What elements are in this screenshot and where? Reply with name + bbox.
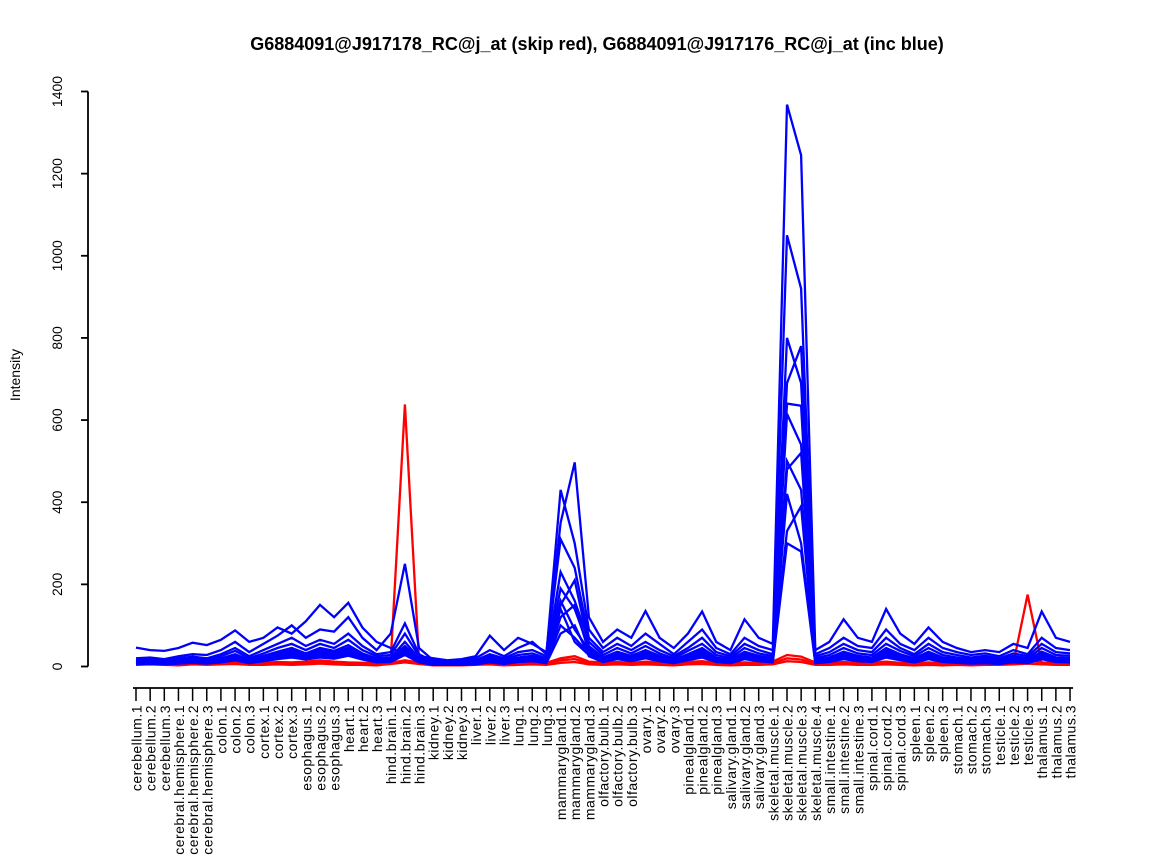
x-axis-tick-label: heart.3 xyxy=(369,705,385,752)
x-axis-tick-label: cerebral.hemisphere.2 xyxy=(185,705,201,855)
series-line-skip.red.3 xyxy=(135,660,1070,667)
series-line-inc.blue.7 xyxy=(135,450,1071,666)
x-axis-tick-label: thalamus.3 xyxy=(1063,705,1079,778)
series-line-inc.blue.3 xyxy=(135,337,1071,664)
x-axis-tick-label: thalamus.2 xyxy=(1048,705,1064,778)
y-axis-tick-label: 800 xyxy=(49,326,65,350)
series-line-skip.red.1 xyxy=(135,404,1071,665)
x-axis-tick-label: mammarygland.1 xyxy=(553,705,569,820)
x-axis-tick-label: salivary.gland.1 xyxy=(723,705,739,809)
series-lines xyxy=(135,104,1071,667)
x-axis-tick-label: liver.2 xyxy=(482,705,498,745)
x-axis-tick-label: olfactory.bulb.1 xyxy=(596,705,612,807)
x-axis-tick-label: stomach.2 xyxy=(963,705,979,774)
x-axis-tick-label: testicle.2 xyxy=(1006,705,1022,765)
x-axis-tick-label: ovary.1 xyxy=(638,705,654,753)
x-axis-tick-label: hind.brain.1 xyxy=(383,705,399,784)
x-axis-tick-label: liver.3 xyxy=(496,705,512,745)
x-axis-tick-label: kidney.2 xyxy=(440,705,456,760)
x-axis-tick-label: spinal.cord.3 xyxy=(893,705,909,791)
x-axis-tick-label: spinal.cord.2 xyxy=(879,705,895,791)
x-axis-tick-label: cerebellum.2 xyxy=(143,705,159,791)
x-axis-tick-label: ovary.3 xyxy=(666,705,682,753)
chart-title: G6884091@J917178_RC@j_at (skip red), G68… xyxy=(250,34,944,54)
x-axis-tick-label: cerebellum.3 xyxy=(157,705,173,791)
y-axis-tick-label: 1200 xyxy=(49,158,65,189)
series-line-inc.blue.1 xyxy=(135,104,1071,662)
x-axis-tick-label: colon.2 xyxy=(228,705,244,754)
x-axis-tick-label: skeletal.muscle.2 xyxy=(779,705,795,821)
y-axis-label: Intensity xyxy=(7,349,23,401)
y-axis-tick-label: 1400 xyxy=(49,76,65,107)
x-axis-tick-label: lung.1 xyxy=(511,705,527,746)
x-axis-tick-label: cortex.1 xyxy=(256,705,272,759)
x-axis-tick-label: esophagus.3 xyxy=(327,705,343,791)
x-axis-tick-label: testicle.3 xyxy=(1020,705,1036,765)
series-line-inc.blue.11 xyxy=(135,541,1071,667)
x-axis-tick-label: hind.brain.2 xyxy=(397,705,413,784)
x-axis-tick-label: kidney.3 xyxy=(454,705,470,760)
x-axis-tick-label: stomach.1 xyxy=(949,705,965,774)
x-axis-tick-label: pinealgland.3 xyxy=(709,705,725,795)
x-axis-tick-label: skeletal.muscle.4 xyxy=(808,705,824,821)
x-axis-tick-label: esophagus.2 xyxy=(312,705,328,791)
y-axis-tick-label: 200 xyxy=(49,572,65,596)
y-axis-tick-label: 0 xyxy=(49,662,65,670)
x-axis-tick-label: colon.1 xyxy=(213,705,229,754)
x-axis-tick-label: cerebral.hemisphere.1 xyxy=(171,705,187,855)
x-axis-tick-label: testicle.1 xyxy=(992,705,1008,765)
x-axis-tick-label: kidney.1 xyxy=(426,705,442,760)
x-axis-tick-label: thalamus.1 xyxy=(1034,705,1050,778)
x-axis-tick-label: spleen.2 xyxy=(921,705,937,762)
x-axis-tick-label: mammarygland.2 xyxy=(567,705,583,820)
series-line-inc.blue.2 xyxy=(135,235,1071,663)
x-axis-tick-label: lung.3 xyxy=(539,705,555,746)
x-axis-tick-label: hind.brain.3 xyxy=(412,705,428,784)
y-axis-tick-label: 600 xyxy=(49,408,65,432)
x-axis-tick-label: small.intestine.2 xyxy=(836,705,852,814)
x-axis-tick-label: mammarygland.3 xyxy=(581,705,597,820)
series-line-inc.blue.8 xyxy=(135,456,1071,666)
series-line-inc.blue.5 xyxy=(135,402,1071,665)
x-axis-tick-label: small.intestine.1 xyxy=(822,705,838,814)
x-axis-tick-label: cerebellum.1 xyxy=(129,705,145,791)
x-axis-tick-label: cortex.2 xyxy=(270,705,286,759)
y-axis: 0 200 400 600 800 1000 1200 1400 xyxy=(49,76,89,670)
x-axis-tick-label: olfactory.bulb.2 xyxy=(610,705,626,807)
x-axis-tick-label: olfactory.bulb.3 xyxy=(624,705,640,807)
x-axis-tick-label: pinealgland.2 xyxy=(695,705,711,795)
x-axis-tick-label: spleen.3 xyxy=(935,705,951,762)
x-axis-tick-label: liver.1 xyxy=(468,705,484,745)
series-line-inc.blue.4 xyxy=(135,345,1071,665)
y-axis-tick-label: 400 xyxy=(49,490,65,514)
x-axis-tick-label: heart.2 xyxy=(355,705,371,752)
series-line-inc.blue.6 xyxy=(135,413,1071,666)
x-axis-tick-label: spleen.1 xyxy=(907,705,923,762)
x-axis-tick-label: esophagus.1 xyxy=(298,705,314,791)
x-axis-tick-label: salivary.gland.3 xyxy=(751,705,767,809)
x-axis-tick-label: ovary.2 xyxy=(652,705,668,753)
x-axis-tick-label: stomach.3 xyxy=(978,705,994,774)
x-axis-tick-label: heart.1 xyxy=(341,705,357,752)
x-axis-tick-label: colon.3 xyxy=(242,705,258,754)
x-axis-tick-label: lung.2 xyxy=(525,705,541,746)
x-axis: cerebellum.1cerebellum.2cerebellum.3cere… xyxy=(129,687,1079,855)
x-axis-tick-label: skeletal.muscle.1 xyxy=(765,705,781,821)
x-axis-tick-label: cortex.3 xyxy=(284,705,300,759)
x-axis-tick-label: spinal.cord.1 xyxy=(864,705,880,791)
x-axis-tick-label: skeletal.muscle.3 xyxy=(794,705,810,821)
x-axis-tick-label: cerebral.hemisphere.3 xyxy=(199,705,215,855)
x-axis-tick-label: salivary.gland.2 xyxy=(737,705,753,809)
x-axis-tick-label: pinealgland.1 xyxy=(680,705,696,795)
x-axis-tick-label: small.intestine.3 xyxy=(850,705,866,814)
y-axis-tick-label: 1000 xyxy=(49,240,65,271)
